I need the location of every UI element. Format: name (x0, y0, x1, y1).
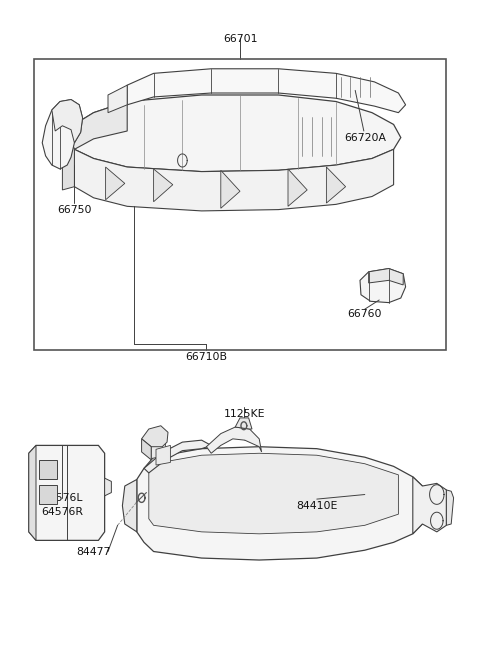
Text: 66750: 66750 (57, 204, 92, 215)
Polygon shape (326, 167, 346, 203)
Polygon shape (70, 95, 401, 172)
Polygon shape (413, 477, 446, 534)
Polygon shape (369, 269, 403, 285)
Text: 66710B: 66710B (185, 352, 228, 362)
Polygon shape (154, 169, 173, 202)
Polygon shape (39, 460, 57, 479)
Polygon shape (122, 479, 137, 532)
Polygon shape (146, 432, 161, 452)
Polygon shape (127, 69, 406, 113)
Polygon shape (235, 418, 252, 429)
Text: 1125KE: 1125KE (224, 409, 265, 419)
Polygon shape (149, 453, 398, 534)
Text: 84410E: 84410E (296, 500, 337, 511)
Polygon shape (42, 100, 83, 169)
Text: 64576L: 64576L (42, 493, 83, 503)
Polygon shape (288, 169, 307, 206)
Polygon shape (221, 170, 240, 208)
Polygon shape (156, 445, 170, 465)
Polygon shape (137, 447, 422, 560)
Polygon shape (142, 426, 168, 447)
Polygon shape (52, 100, 83, 143)
Text: 84477: 84477 (76, 546, 111, 557)
Polygon shape (29, 445, 105, 540)
Text: 66701: 66701 (223, 34, 257, 45)
Polygon shape (62, 138, 74, 190)
Polygon shape (206, 427, 262, 453)
Text: 66760: 66760 (348, 309, 382, 320)
Polygon shape (151, 439, 166, 458)
Polygon shape (360, 269, 406, 303)
Polygon shape (446, 490, 454, 525)
Polygon shape (105, 478, 111, 496)
Polygon shape (108, 85, 127, 113)
Text: 64576R: 64576R (41, 507, 84, 517)
Text: 66720A: 66720A (344, 132, 386, 143)
Polygon shape (106, 167, 125, 200)
Polygon shape (144, 440, 211, 473)
Polygon shape (142, 439, 151, 460)
Polygon shape (70, 102, 127, 149)
Polygon shape (74, 149, 394, 211)
Polygon shape (29, 445, 36, 540)
Bar (34, 59, 446, 350)
Polygon shape (39, 485, 57, 504)
